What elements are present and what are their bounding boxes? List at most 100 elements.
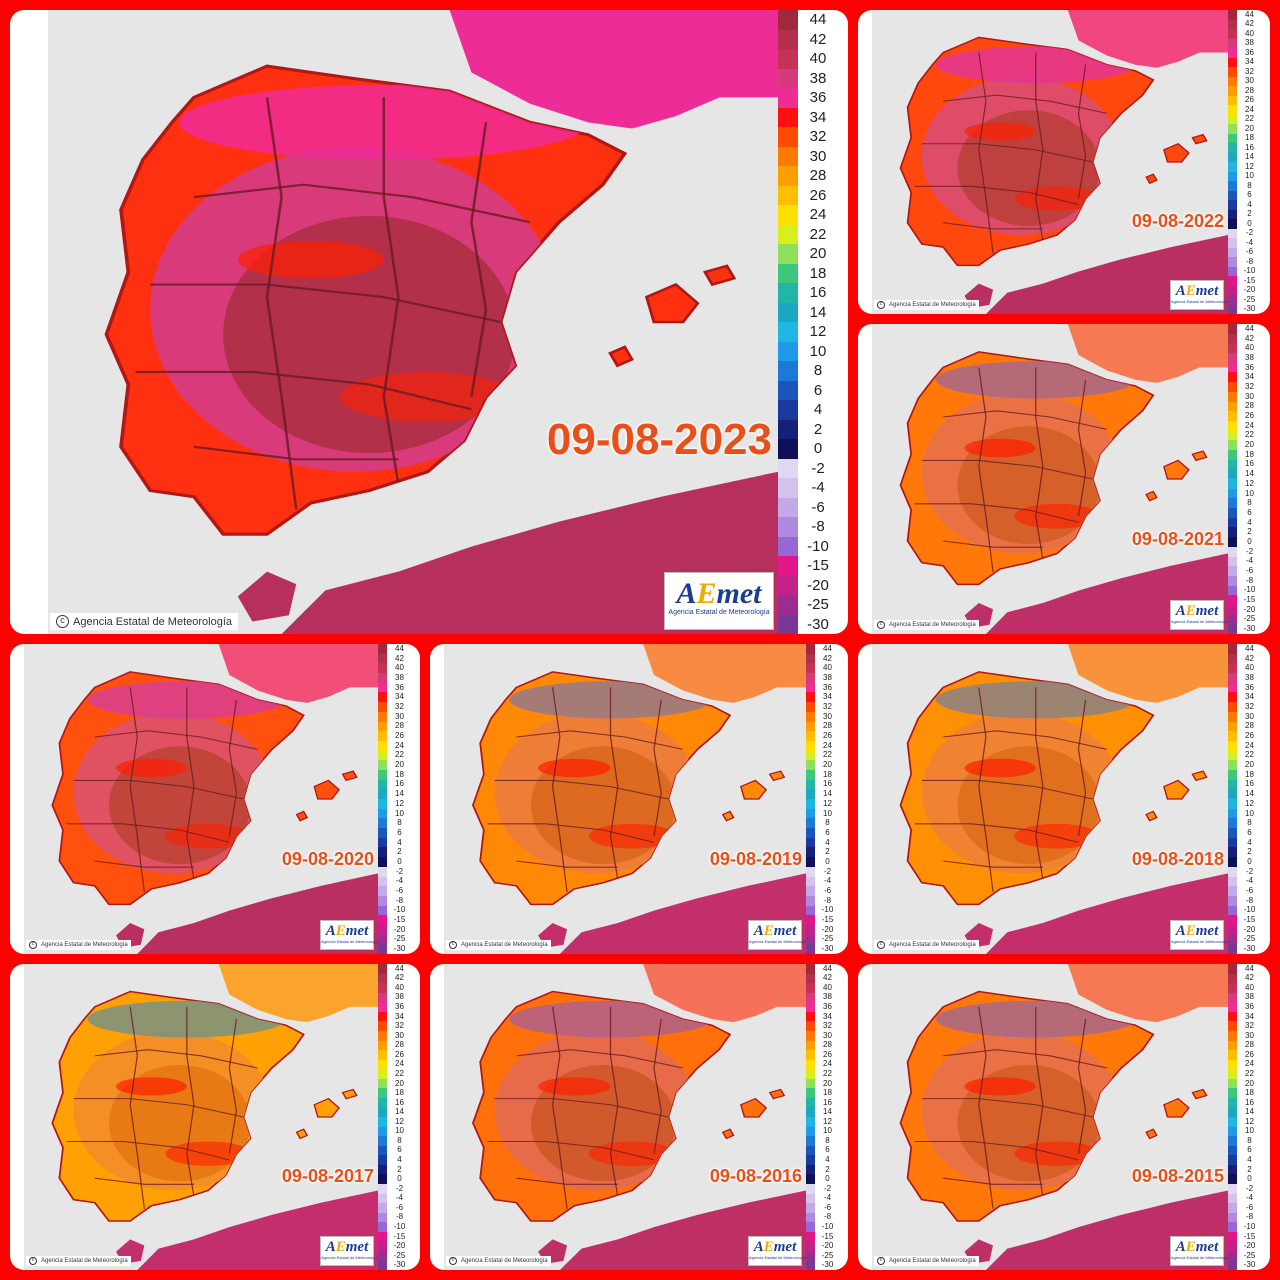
scale-label: 4 — [397, 837, 402, 847]
scale-swatch — [806, 711, 815, 722]
scale-label: 4 — [1247, 837, 1252, 847]
scale-swatch — [1228, 924, 1237, 935]
scale-label: 42 — [823, 653, 832, 663]
scale-step: -20 — [1228, 285, 1262, 295]
scale-step: 42 — [806, 973, 840, 984]
scale-label: -10 — [1243, 905, 1256, 915]
scale-step: 10 — [778, 341, 838, 361]
scale-label: 22 — [1245, 1068, 1254, 1078]
scale-swatch — [1228, 488, 1237, 499]
scale-swatch — [1228, 1069, 1237, 1079]
scale-label: 2 — [825, 1164, 830, 1174]
scale-step: 12 — [1228, 799, 1262, 809]
scale-swatch — [378, 886, 387, 896]
date-label: 09-08-2023 — [546, 415, 772, 464]
scale-swatch — [806, 964, 815, 974]
scale-label: 30 — [1245, 1030, 1254, 1040]
scale-label: -20 — [393, 1241, 406, 1251]
copyright-icon: c — [449, 941, 457, 949]
scale-swatch — [1228, 401, 1237, 412]
logo-letters-met: met — [773, 1239, 797, 1255]
scale-step: 12 — [1228, 1117, 1262, 1127]
scale-swatch — [778, 146, 798, 166]
temperature-map — [24, 644, 378, 954]
scale-label: 20 — [1245, 440, 1254, 450]
scale-label: 10 — [823, 808, 832, 818]
scale-label: 22 — [1245, 114, 1254, 124]
scale-step: 28 — [806, 1040, 840, 1051]
scale-label: 12 — [809, 323, 827, 341]
scale-label: 18 — [1245, 449, 1254, 459]
scale-step: 28 — [806, 721, 840, 732]
scale-swatch — [806, 866, 815, 877]
scale-swatch — [1228, 1030, 1237, 1041]
scale-step: 30 — [778, 146, 838, 166]
scale-swatch — [806, 653, 815, 664]
scale-swatch — [378, 779, 387, 790]
scale-step: -30 — [1228, 624, 1262, 634]
scale-label: 16 — [1245, 779, 1254, 789]
iberia-map-svg — [444, 964, 806, 1270]
scale-swatch — [1228, 886, 1237, 896]
scale-swatch — [378, 1011, 387, 1022]
scale-step: 24 — [1228, 105, 1262, 115]
scale-swatch — [806, 663, 815, 674]
scale-step: -10 — [1228, 585, 1262, 596]
aemet-logo: AEmet Agencia Estatal de Meteorología — [320, 1236, 379, 1266]
scale-label: 36 — [1245, 1002, 1254, 1012]
copyright-text: Agencia Estatal de Meteorología — [73, 615, 232, 628]
logo-letter-e: E — [763, 923, 774, 939]
scale-swatch — [1228, 479, 1237, 489]
logo-letters-met: met — [1195, 923, 1219, 939]
map-panel-09-08-2018: 09-08-2018 c Agencia Estatal de Meteorolog… — [858, 644, 1270, 954]
scale-swatch — [378, 847, 387, 858]
scale-label: 20 — [395, 760, 404, 770]
scale-label: -6 — [1245, 886, 1254, 896]
logo-letter-e: E — [1185, 283, 1196, 299]
copyright-notice: c Agencia Estatal de Meteorología — [446, 940, 551, 950]
scale-step: 28 — [1228, 86, 1262, 96]
scale-label: 16 — [1245, 459, 1254, 469]
scale-swatch — [1228, 566, 1237, 576]
scale-step: 32 — [1228, 67, 1262, 77]
scale-swatch — [806, 895, 815, 906]
scale-step: 26 — [778, 185, 838, 205]
scale-step: 6 — [1228, 1145, 1262, 1156]
logo-subtitle: Agencia Estatal de Meteorología — [1171, 1255, 1229, 1260]
scale-swatch — [806, 644, 815, 654]
scale-swatch — [1228, 391, 1237, 402]
scale-label: 18 — [1245, 769, 1254, 779]
logo-letters-met: met — [345, 923, 369, 939]
scale-step: 0 — [378, 1174, 412, 1184]
scale-step: 18 — [1228, 1088, 1262, 1098]
scale-step: -15 — [378, 1231, 412, 1242]
scale-step: -30 — [806, 1260, 840, 1270]
scale-step: 14 — [806, 1107, 840, 1117]
copyright-icon: c — [877, 621, 885, 629]
temperature-color-scale: 44 42 40 38 36 34 32 30 28 26 24 22 20 18 16 14 12 10 8 6 4 2… — [806, 964, 840, 1270]
scale-step: -2 — [1228, 228, 1262, 238]
scale-step: 38 — [1228, 353, 1262, 363]
scale-swatch — [378, 934, 387, 945]
scale-step: 36 — [378, 1002, 412, 1012]
scale-label: -20 — [821, 1241, 834, 1251]
temperature-map — [872, 964, 1228, 1270]
scale-step: 20 — [378, 1078, 412, 1089]
scale-swatch — [778, 49, 798, 69]
logo-subtitle: Agencia Estatal de Meteorología — [1171, 939, 1229, 944]
scale-step: -8 — [378, 1212, 412, 1223]
scale-label: 22 — [823, 750, 832, 760]
scale-swatch — [378, 1117, 387, 1127]
scale-step: 14 — [378, 1107, 412, 1117]
scale-step: 36 — [1228, 48, 1262, 58]
scale-step: 18 — [778, 263, 838, 283]
scale-label: 36 — [395, 1002, 404, 1012]
scale-swatch — [1228, 1050, 1237, 1060]
scale-swatch — [806, 799, 815, 809]
scale-step: -4 — [1228, 1193, 1262, 1204]
scale-label: -6 — [823, 1202, 832, 1212]
scale-swatch — [1228, 905, 1237, 916]
map-panel-09-08-2020: 09-08-2020 c Agencia Estatal de Meteorolog… — [10, 644, 420, 954]
scale-step: 40 — [1228, 663, 1262, 674]
scale-step: 40 — [806, 983, 840, 993]
